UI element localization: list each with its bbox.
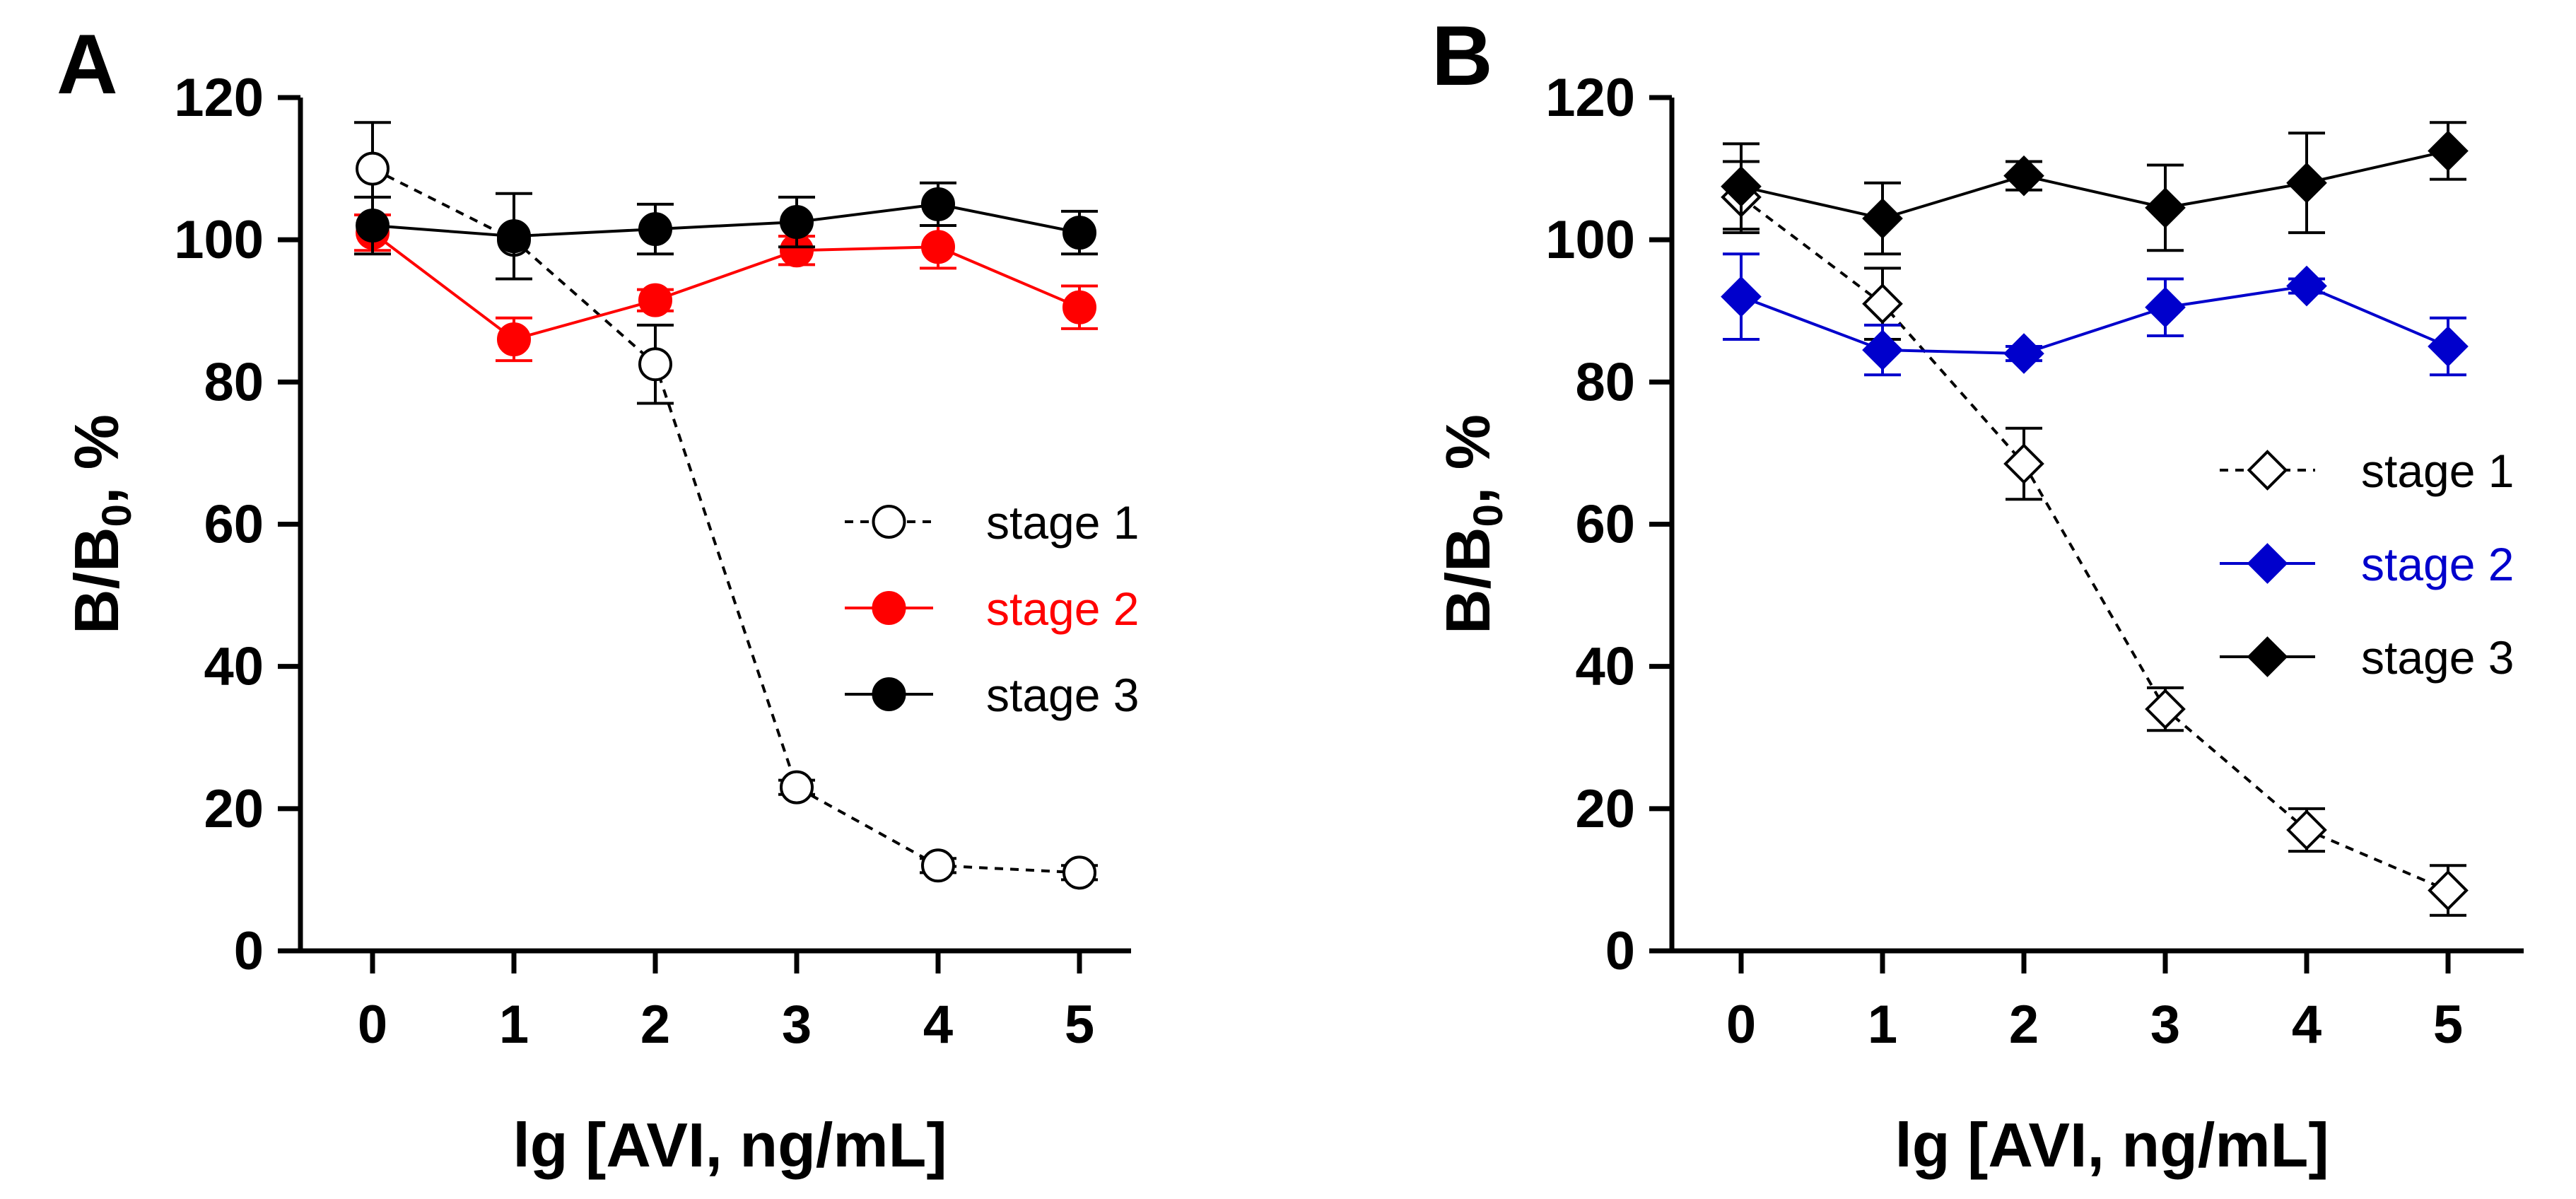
data-point	[638, 283, 672, 317]
legend-label: stage 2	[986, 583, 1140, 635]
data-point	[921, 230, 955, 264]
data-point	[1862, 329, 1903, 370]
y-tick-label: 0	[234, 921, 264, 981]
legend-marker	[2247, 636, 2288, 677]
data-point	[2003, 443, 2044, 484]
data-point	[2286, 162, 2327, 204]
data-point	[921, 187, 955, 221]
y-tick-label: 120	[1545, 68, 1635, 128]
legend-entry-stage-2: stage 2	[2220, 538, 2514, 590]
y-tick-label: 20	[204, 779, 264, 839]
x-tick-label: 1	[499, 995, 529, 1055]
legend-label: stage 3	[986, 669, 1140, 721]
y-tick-label: 40	[204, 637, 264, 697]
data-point	[1862, 283, 1903, 324]
data-point	[1062, 855, 1096, 890]
panel-label: A	[57, 17, 118, 112]
legend-marker	[872, 505, 906, 539]
x-tick-label: 2	[640, 995, 670, 1055]
data-point	[1862, 198, 1903, 239]
x-tick-label: 0	[358, 995, 387, 1055]
data-point	[780, 205, 814, 240]
y-tick-label: 80	[204, 352, 264, 412]
legend-marker	[872, 591, 906, 625]
data-point	[1721, 276, 1762, 317]
data-point	[2145, 187, 2186, 228]
y-tick-label: 80	[1575, 352, 1635, 412]
legend-entry-stage-3: stage 3	[845, 669, 1140, 721]
series-line	[372, 202, 1080, 238]
x-tick-label: 1	[1868, 995, 1897, 1055]
x-tick-label: 3	[782, 995, 812, 1055]
y-tick-label: 60	[204, 495, 264, 555]
legend-entry-stage-2: stage 2	[845, 583, 1140, 635]
data-point	[2003, 333, 2044, 374]
data-point	[1062, 216, 1096, 250]
series-stage-2	[1721, 252, 2469, 377]
y-tick-label: 40	[1575, 637, 1635, 697]
data-point	[497, 322, 531, 356]
data-point	[356, 209, 390, 243]
legend-label: stage 2	[2361, 538, 2514, 590]
panel-label: B	[1432, 8, 1493, 103]
y-tick-label: 120	[174, 68, 264, 128]
data-point	[638, 347, 672, 382]
chart-panel-b: B 0 20 40 60 80 100 120 0 1 2 3 4 5 lg [AVI, ng/mL] B/B…	[1432, 8, 2524, 1180]
legend-label: stage 1	[2361, 445, 2514, 497]
legend-entry-stage-1: stage 1	[2220, 445, 2514, 497]
series-line	[1740, 196, 2449, 892]
data-point	[2286, 265, 2327, 307]
x-tick-label: 4	[923, 995, 953, 1055]
legend-entry-stage-3: stage 3	[2220, 631, 2514, 684]
data-point	[2428, 870, 2469, 911]
data-point	[921, 848, 955, 883]
x-axis-title: lg [AVI, ng/mL]	[1895, 1110, 2329, 1180]
series-line	[372, 167, 1080, 875]
chart-panel-a: A 0 20 40 60 80 100 120 0 1 2 3 4 5 lg [AVI, ng/mL] B/B…	[57, 17, 1140, 1180]
data-point	[638, 212, 672, 247]
data-point	[1721, 165, 1762, 207]
series-stage-2	[354, 213, 1098, 363]
x-axis-title: lg [AVI, ng/mL]	[513, 1110, 947, 1180]
legend-entry-stage-1: stage 1	[845, 496, 1140, 549]
x-tick-label: 5	[1065, 995, 1094, 1055]
y-tick-label: 100	[1545, 210, 1635, 270]
legend-label: stage 3	[2361, 631, 2514, 684]
series-stage-1	[1721, 160, 2469, 917]
legend-label: stage 1	[986, 496, 1140, 549]
data-point	[2286, 809, 2327, 850]
data-point	[2428, 326, 2469, 367]
x-tick-label: 5	[2433, 995, 2463, 1055]
y-axis-title: B/B0, %	[62, 414, 140, 634]
data-point	[2145, 689, 2186, 730]
data-point	[780, 770, 814, 805]
x-tick-label: 2	[2009, 995, 2039, 1055]
data-point	[497, 219, 531, 254]
data-point	[2003, 155, 2044, 197]
legend-marker	[2247, 450, 2288, 491]
series-line	[1740, 284, 2449, 356]
data-point	[356, 151, 390, 186]
series-line	[371, 231, 1080, 341]
x-tick-label: 3	[2150, 995, 2180, 1055]
y-axis-title: B/B0, %	[1433, 414, 1511, 634]
series-line	[1740, 149, 2449, 221]
y-tick-label: 60	[1575, 495, 1635, 555]
data-point	[2145, 286, 2186, 328]
data-point	[2428, 130, 2469, 172]
y-tick-label: 20	[1575, 779, 1635, 839]
y-tick-label: 100	[174, 210, 264, 270]
x-tick-label: 0	[1726, 995, 1756, 1055]
series-stage-3	[1721, 121, 2469, 256]
legend-marker	[872, 677, 906, 711]
data-point	[1062, 290, 1096, 324]
x-tick-label: 4	[2292, 995, 2322, 1055]
series-stage-3	[354, 181, 1098, 281]
y-tick-label: 0	[1605, 921, 1635, 981]
legend-marker	[2247, 543, 2288, 584]
